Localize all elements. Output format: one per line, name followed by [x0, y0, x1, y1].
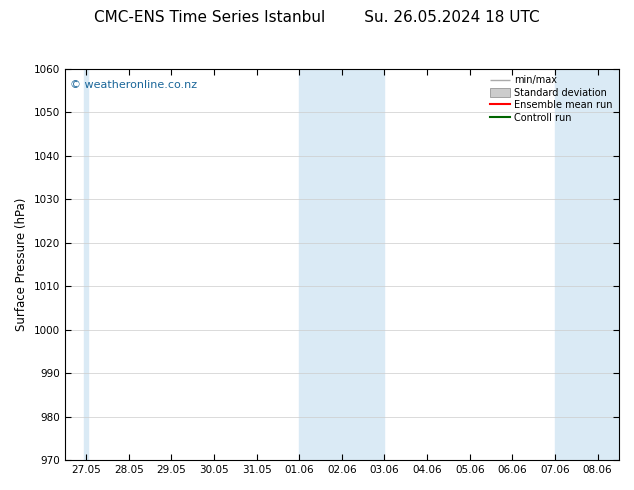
Bar [555, 69, 634, 460]
Bar [299, 69, 384, 460]
Legend: min/max, Standard deviation, Ensemble mean run, Controll run: min/max, Standard deviation, Ensemble me… [488, 74, 614, 124]
Text: © weatheronline.co.nz: © weatheronline.co.nz [70, 80, 197, 90]
Bar [84, 69, 88, 460]
Text: CMC-ENS Time Series Istanbul        Su. 26.05.2024 18 UTC: CMC-ENS Time Series Istanbul Su. 26.05.2… [94, 10, 540, 25]
Y-axis label: Surface Pressure (hPa): Surface Pressure (hPa) [15, 197, 28, 331]
